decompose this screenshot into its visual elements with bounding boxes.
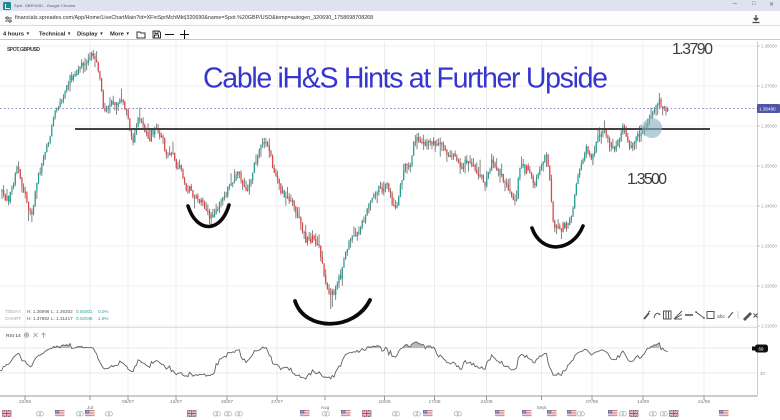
svg-text:1.36000: 1.36000 — [761, 124, 777, 129]
svg-text:SPOT, GBP/USD: SPOT, GBP/USD — [7, 47, 40, 53]
svg-text:1.37000: 1.37000 — [761, 84, 777, 89]
svg-text:10/08: 10/08 — [378, 399, 390, 405]
svg-text:TODAY:: TODAY: — [5, 309, 21, 314]
svg-text:1.31000: 1.31000 — [761, 324, 777, 329]
svg-text:Jul: Jul — [87, 405, 93, 411]
svg-text:14/09: 14/09 — [637, 399, 649, 405]
svg-text:1.32000: 1.32000 — [761, 284, 777, 289]
svg-text:RSI 14: RSI 14 — [6, 333, 21, 339]
svg-text:abc: abc — [717, 314, 726, 320]
svg-text:1.3790: 1.3790 — [672, 42, 713, 58]
svg-text:1.35000: 1.35000 — [761, 164, 777, 169]
svg-text:24/08: 24/08 — [480, 399, 492, 405]
svg-text:1.3500: 1.3500 — [627, 171, 667, 188]
svg-text:CHART:: CHART: — [5, 316, 22, 321]
svg-text:0.0%: 0.0% — [98, 309, 108, 314]
svg-text:1.5%: 1.5% — [98, 316, 108, 321]
svg-text:0.02046: 0.02046 — [76, 316, 93, 321]
svg-text:17/08: 17/08 — [428, 399, 440, 405]
svg-text:1.38000: 1.38000 — [761, 44, 777, 49]
svg-text:0.00001: 0.00001 — [76, 309, 93, 314]
svg-text:21/09: 21/09 — [698, 399, 710, 405]
svg-text:Cable iH&S Hints at Further Up: Cable iH&S Hints at Further Upside — [203, 63, 608, 95]
svg-text:Sept: Sept — [537, 405, 548, 411]
svg-text:H: 1.36996: H: 1.36996 — [27, 309, 50, 314]
svg-text:22/06: 22/06 — [19, 399, 31, 405]
svg-text:Aug: Aug — [321, 405, 330, 411]
svg-text:H: 1.37882: H: 1.37882 — [27, 316, 50, 321]
svg-text:20/07: 20/07 — [221, 399, 233, 405]
svg-text:1.33000: 1.33000 — [761, 244, 777, 249]
svg-text:1.36480: 1.36480 — [759, 107, 776, 112]
svg-text:27/07: 27/07 — [271, 399, 283, 405]
svg-text:69: 69 — [759, 347, 764, 352]
svg-text:L: 1.36302: L: 1.36302 — [51, 309, 73, 314]
svg-text:13/07: 13/07 — [170, 399, 182, 405]
svg-text:30: 30 — [760, 371, 765, 376]
svg-text:1.34000: 1.34000 — [761, 204, 777, 209]
svg-text:06/07: 06/07 — [122, 399, 134, 405]
svg-text:L: 1.31417: L: 1.31417 — [51, 316, 73, 321]
svg-text:07/09: 07/09 — [586, 399, 598, 405]
